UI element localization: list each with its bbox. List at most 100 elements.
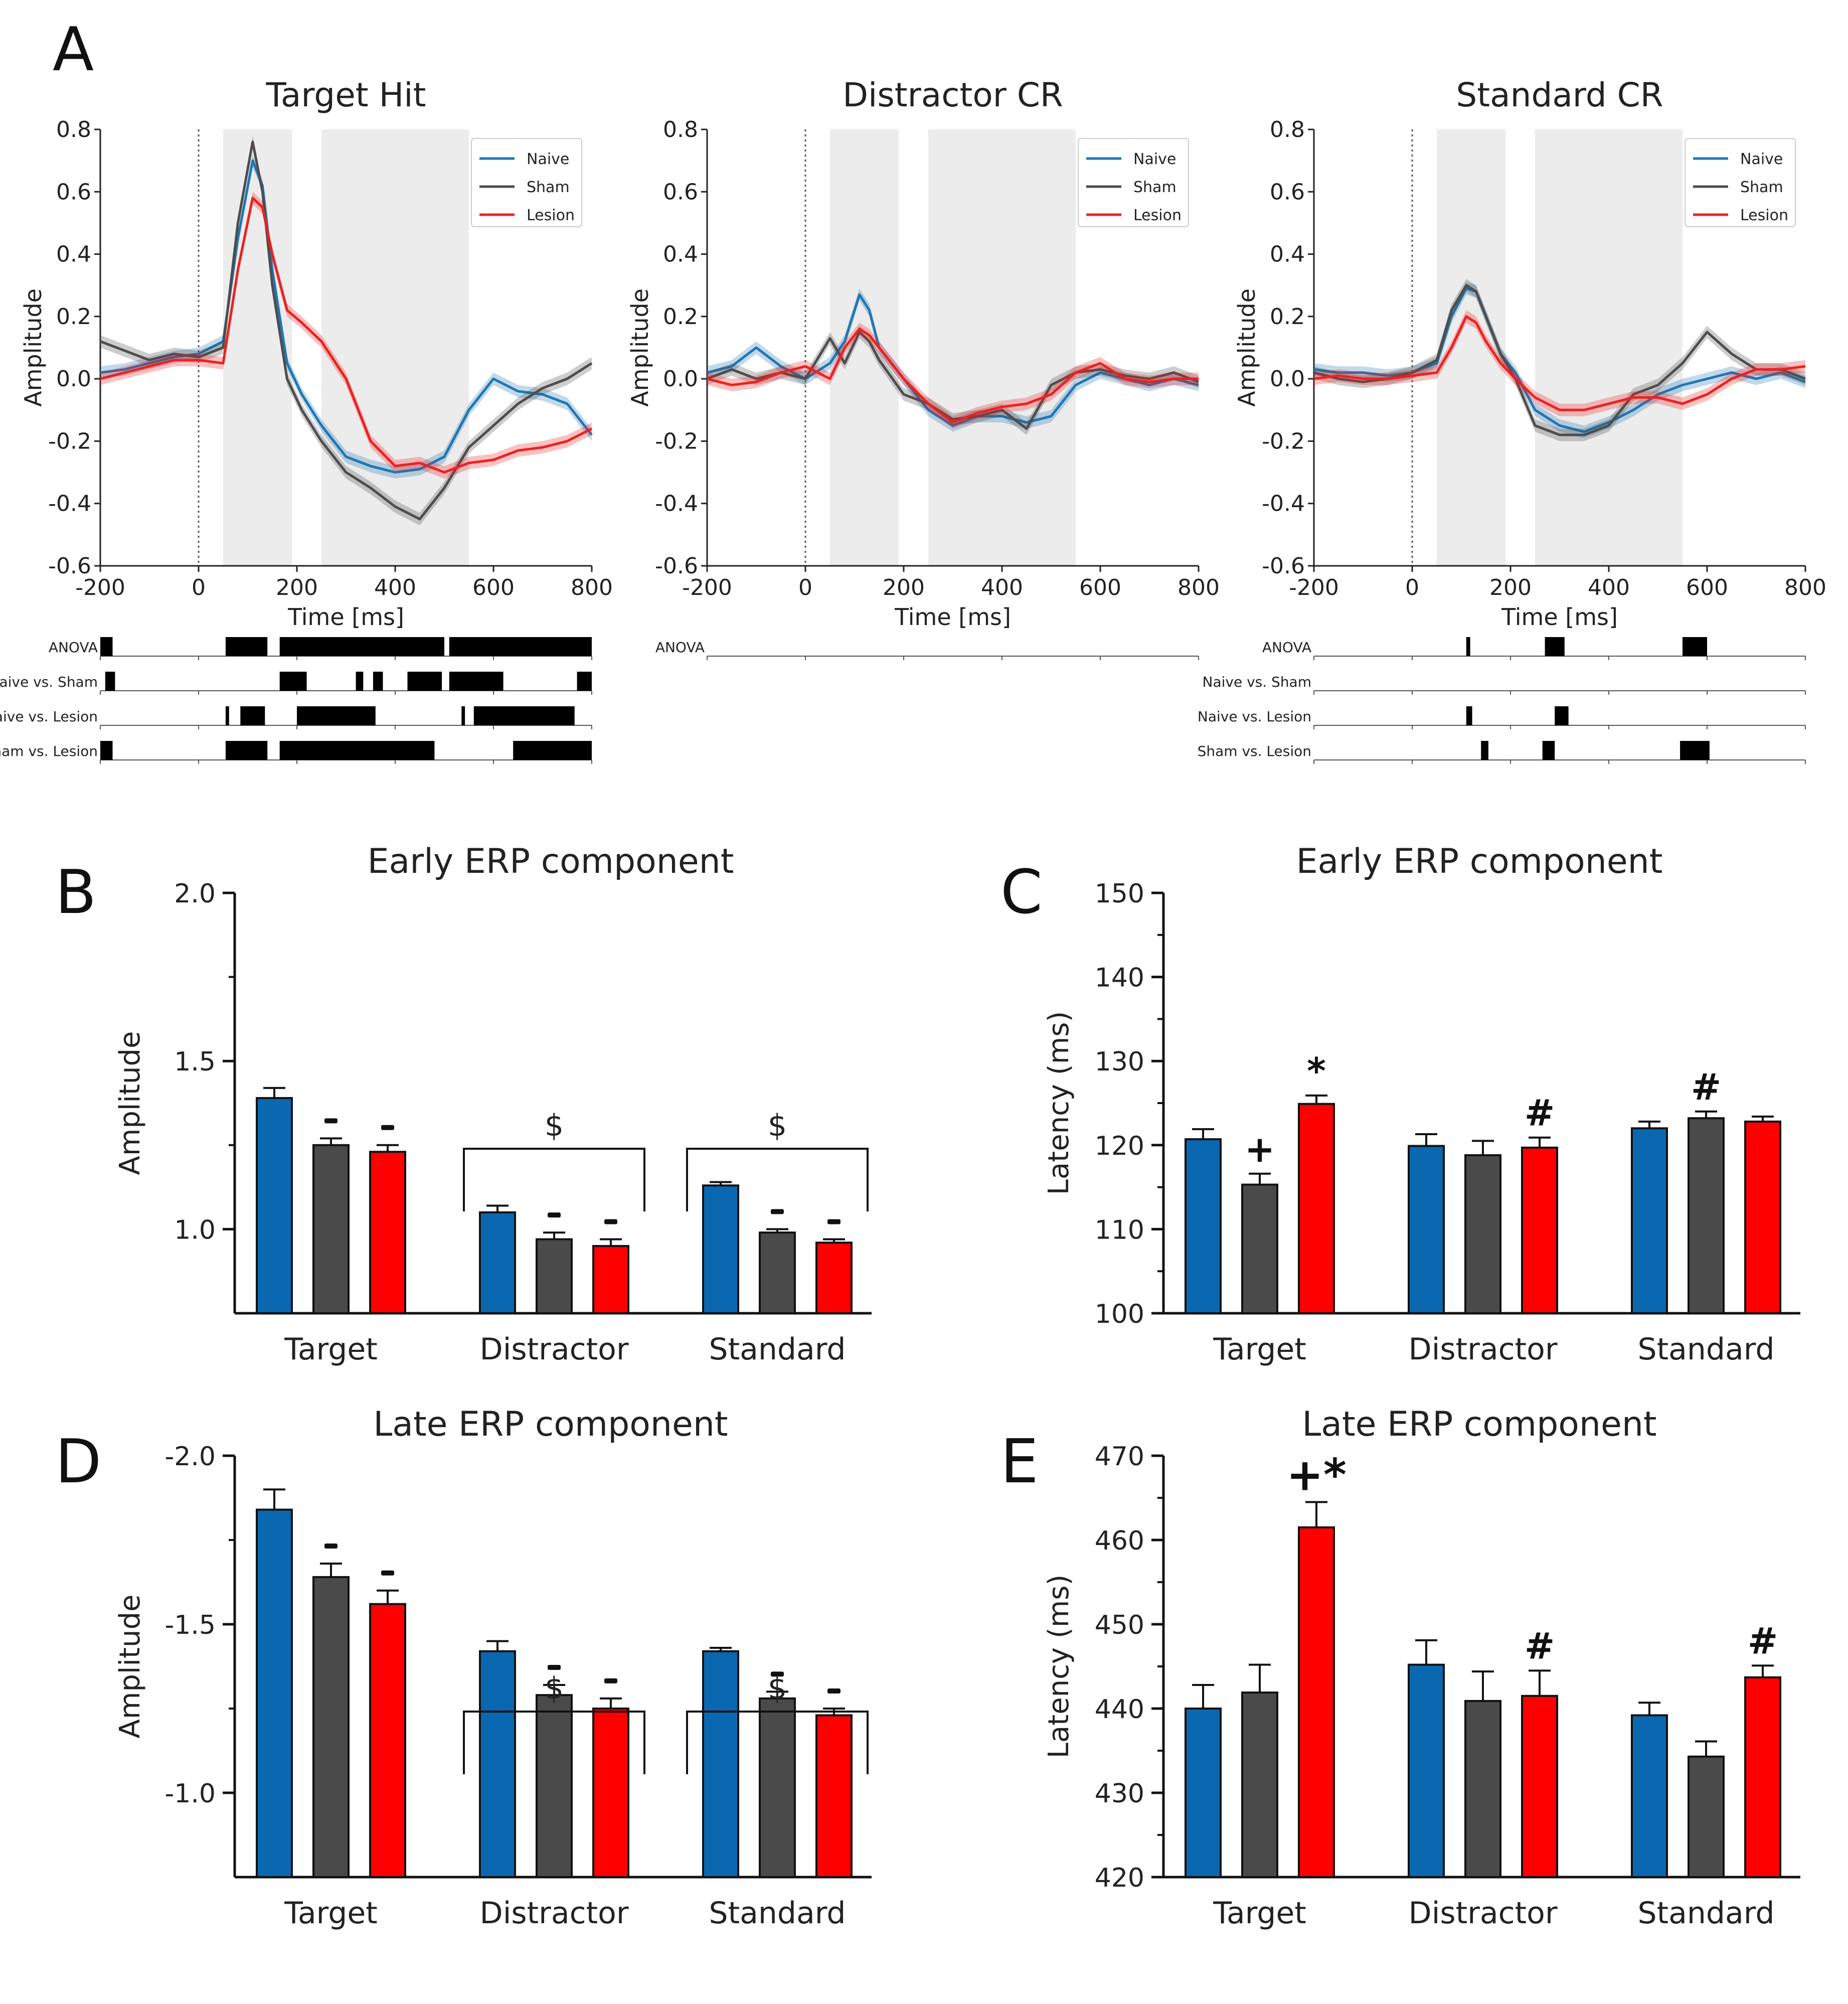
y-tick-label: 110 — [1095, 1215, 1144, 1245]
sig-row-label: Naive vs. Sham — [0, 674, 98, 690]
sig-segment — [449, 672, 503, 691]
series-line-naive — [100, 159, 593, 474]
x-axis-label: Time [ms] — [1501, 603, 1618, 631]
sig-segment — [225, 637, 268, 656]
y-tick-label: 2.0 — [174, 879, 216, 909]
y-axis-label: Amplitude — [20, 288, 47, 407]
panel-letter-b: B — [55, 858, 96, 928]
x-tick-label: 800 — [571, 575, 613, 600]
sig-row-label: Sham vs. Lesion — [1198, 743, 1311, 759]
group-bracket — [686, 1711, 869, 1774]
erp-panel-0: Target Hit -0.6 -0.4 -0.2 0.0 0.2 0.4 0.6 0.8 -20… — [0, 76, 613, 764]
sig-segment — [279, 741, 435, 760]
sig-segment — [473, 706, 575, 725]
y-tick-label: 0.0 — [56, 366, 91, 392]
category-label: Distractor — [1409, 1332, 1558, 1367]
bar-sham-standard — [759, 1697, 796, 1879]
bar-panels: Early ERP component 1.0 1.5 2.0 Amplitude Tar… — [114, 842, 1800, 1931]
y-tick-label: 0.0 — [1270, 366, 1305, 392]
y-tick-label: 0.6 — [1270, 179, 1305, 205]
y-axis-label: Amplitude — [114, 1031, 146, 1175]
sig-segment — [1680, 741, 1710, 760]
y-axis-label: Amplitude — [626, 288, 653, 407]
legend-label: Naive — [1740, 150, 1783, 168]
bar-panel-e: Late ERP component 420 430 440 450 460 470 Late… — [1043, 1405, 1800, 1931]
x-tick-label: -200 — [75, 575, 125, 600]
x-axis-label: Time [ms] — [894, 603, 1011, 631]
x-tick-label: 0 — [798, 575, 812, 600]
legend-label: Sham — [1133, 179, 1177, 196]
x-tick-label: 0 — [1405, 575, 1419, 600]
bar-naive-distractor — [1408, 1145, 1445, 1315]
group-bracket — [686, 1148, 869, 1211]
y-tick-label: 470 — [1095, 1442, 1144, 1472]
legend-label: Naive — [527, 150, 569, 168]
erp-panel-1: Distractor CR -0.6 -0.4 -0.2 0.0 0.2 0.4 0.6 0.8… — [626, 76, 1220, 660]
x-tick-label: 0 — [192, 575, 206, 600]
y-tick-label: -1.5 — [165, 1610, 216, 1640]
sem-band-lesion — [100, 192, 592, 479]
y-tick-label: -1.0 — [165, 1779, 216, 1809]
significance-mark: # — [1691, 1066, 1721, 1108]
y-tick-label: -0.4 — [1262, 491, 1305, 517]
sig-segment — [105, 672, 115, 691]
x-tick-label: -200 — [1289, 575, 1339, 600]
x-tick-label: 600 — [472, 575, 515, 600]
bar-naive-target — [1185, 1708, 1222, 1878]
shaded-window — [321, 129, 469, 566]
x-tick-label: 200 — [883, 575, 925, 600]
bar-lesion-target — [1298, 1526, 1335, 1879]
bar-naive-target — [1185, 1138, 1222, 1315]
bar-naive-standard — [1631, 1127, 1668, 1315]
y-tick-label: 0.2 — [663, 304, 698, 330]
legend-label: Sham — [1740, 179, 1783, 196]
bar-lesion-distractor — [592, 1245, 629, 1314]
sig-segment — [240, 706, 265, 725]
y-tick-label: 0.4 — [1270, 242, 1305, 267]
significance-mark: * — [1307, 1050, 1326, 1092]
category-label: Target — [1213, 1896, 1306, 1931]
y-tick-label: -0.2 — [655, 428, 698, 454]
sig-segment — [1466, 637, 1470, 656]
significance-dash — [604, 1678, 617, 1683]
significance-dash — [771, 1209, 784, 1214]
category-label: Distractor — [1409, 1896, 1558, 1931]
y-tick-label: 0.8 — [1270, 117, 1305, 142]
panel-letter-e: E — [1000, 1427, 1039, 1497]
bracket-label: $ — [768, 1671, 787, 1706]
y-tick-label: -0.4 — [48, 491, 91, 517]
y-tick-label: 0.2 — [56, 304, 91, 330]
category-label: Distractor — [480, 1896, 629, 1931]
series-line-sham — [100, 140, 593, 521]
sig-segment — [1555, 706, 1569, 725]
x-axis-label: Time [ms] — [287, 603, 404, 631]
y-tick-label: 0.4 — [663, 242, 698, 267]
sig-row-label: ANOVA — [49, 639, 98, 656]
category-label: Standard — [1638, 1896, 1775, 1931]
y-tick-label: 130 — [1095, 1047, 1144, 1077]
x-tick-label: 800 — [1178, 575, 1220, 600]
y-tick-label: 100 — [1095, 1299, 1144, 1329]
significance-dash — [771, 1671, 784, 1677]
category-label: Standard — [1638, 1332, 1775, 1367]
y-tick-label: 150 — [1095, 879, 1144, 909]
significance-dash — [324, 1544, 338, 1549]
significance-mark: # — [1525, 1092, 1555, 1134]
bar-sham-standard — [1688, 1755, 1725, 1879]
significance-dash — [324, 1118, 338, 1124]
bar-naive-distractor — [1408, 1663, 1445, 1878]
sig-segment — [100, 637, 113, 656]
category-label: Target — [284, 1332, 378, 1367]
significance-mark: + — [1245, 1128, 1275, 1170]
erp-panel-2: Standard CR -0.6 -0.4 -0.2 0.0 0.2 0.4 0.6 0.8 -2… — [1198, 76, 1826, 764]
sig-segment — [461, 706, 465, 725]
legend-label: Lesion — [1133, 207, 1182, 224]
category-label: Distractor — [480, 1332, 629, 1367]
category-label: Standard — [709, 1896, 846, 1931]
sig-row-label: Sham vs. Lesion — [0, 743, 98, 759]
bar-lesion-target — [369, 1603, 406, 1878]
category-label: Standard — [709, 1332, 846, 1367]
bar-naive-standard — [702, 1650, 739, 1878]
significance-dash — [827, 1688, 841, 1693]
y-tick-label: 1.0 — [174, 1215, 216, 1245]
